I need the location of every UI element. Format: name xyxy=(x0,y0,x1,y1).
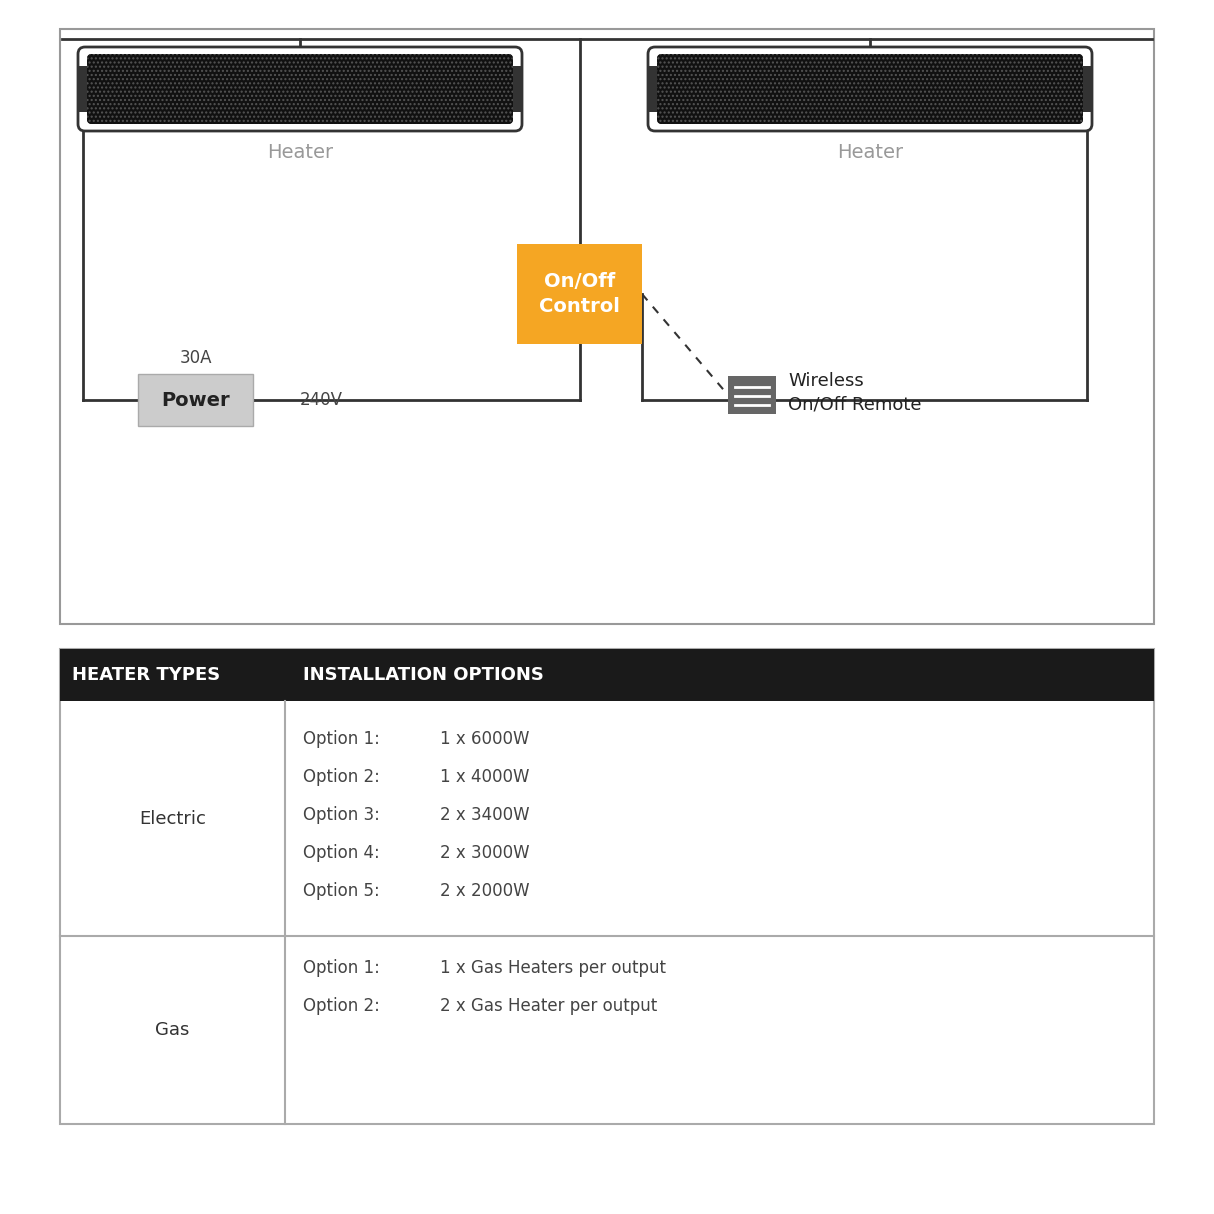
Text: Gas: Gas xyxy=(155,1021,189,1039)
FancyBboxPatch shape xyxy=(87,53,514,124)
FancyBboxPatch shape xyxy=(87,53,514,124)
Text: 1 x 4000W: 1 x 4000W xyxy=(439,768,529,785)
Text: 1 x 6000W: 1 x 6000W xyxy=(439,730,529,748)
Text: Option 1:: Option 1: xyxy=(304,959,380,977)
Text: On/Off
Control: On/Off Control xyxy=(539,272,620,316)
FancyBboxPatch shape xyxy=(657,53,1083,124)
Text: Option 1:: Option 1: xyxy=(304,730,380,748)
Text: Heater: Heater xyxy=(267,142,333,161)
Text: Heater: Heater xyxy=(836,142,903,161)
FancyBboxPatch shape xyxy=(648,47,1093,131)
FancyBboxPatch shape xyxy=(657,53,1083,124)
Text: INSTALLATION OPTIONS: INSTALLATION OPTIONS xyxy=(304,666,544,683)
Text: Option 2:: Option 2: xyxy=(304,997,380,1015)
Text: Option 2:: Option 2: xyxy=(304,768,380,785)
Text: 30A: 30A xyxy=(180,348,211,367)
Text: 2 x 2000W: 2 x 2000W xyxy=(439,883,529,900)
Bar xyxy=(59,29,1155,624)
FancyBboxPatch shape xyxy=(78,47,522,131)
Text: Option 4:: Option 4: xyxy=(304,844,380,862)
Text: 2 x 3400W: 2 x 3400W xyxy=(439,806,529,824)
Bar xyxy=(728,376,776,414)
Text: Option 5:: Option 5: xyxy=(304,883,380,900)
Bar xyxy=(517,244,642,344)
Text: HEATER TYPES: HEATER TYPES xyxy=(72,666,220,683)
Bar xyxy=(138,374,253,426)
Text: Option 3:: Option 3: xyxy=(304,806,380,824)
Text: Electric: Electric xyxy=(140,810,206,828)
Bar xyxy=(59,649,1155,1124)
Bar xyxy=(59,649,1155,700)
Text: Wireless
On/Off Remote: Wireless On/Off Remote xyxy=(788,373,921,414)
Text: 2 x 3000W: 2 x 3000W xyxy=(439,844,529,862)
Text: 1 x Gas Heaters per output: 1 x Gas Heaters per output xyxy=(439,959,666,977)
Text: Power: Power xyxy=(161,391,229,409)
Text: 2 x Gas Heater per output: 2 x Gas Heater per output xyxy=(439,997,657,1015)
Text: 240V: 240V xyxy=(300,391,342,409)
